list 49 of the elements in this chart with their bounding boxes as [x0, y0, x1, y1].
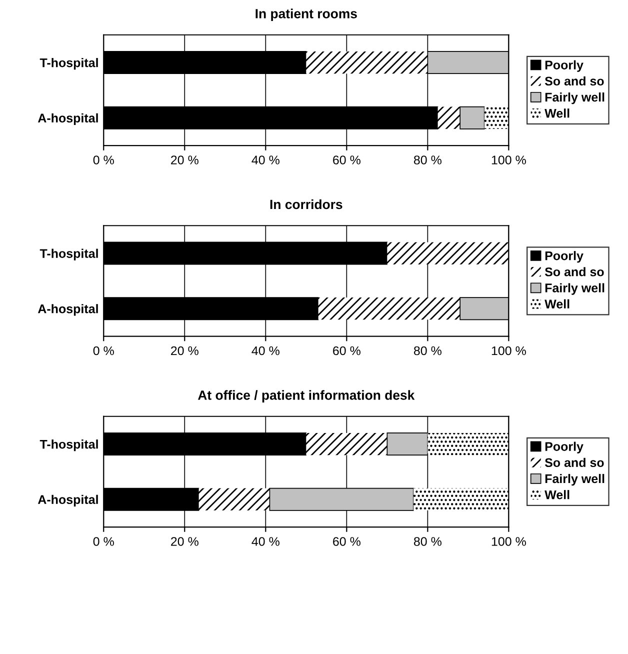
x-tick-label: 40 %: [252, 346, 280, 356]
legend-label: So and so: [544, 76, 604, 86]
bar: [484, 106, 509, 129]
bar: [413, 488, 509, 510]
x-tick-label: 100 %: [492, 537, 526, 546]
x-tick-label: 40 %: [252, 537, 280, 546]
x-tick-label: 0 %: [93, 346, 114, 356]
bar: [306, 432, 388, 456]
legend-label: So and so: [544, 267, 604, 276]
legend-label: Fairly well: [545, 283, 604, 295]
x-tick-label: 80 %: [414, 537, 442, 546]
y-tick-label: T-hospital: [40, 440, 98, 452]
x-tick-label: 60 %: [333, 537, 360, 546]
x-tick-label: 20 %: [171, 346, 198, 356]
bar: [306, 51, 428, 74]
legend-label: Fairly well: [545, 474, 604, 486]
chart-title: In corridors: [270, 199, 342, 210]
y-tick-label: T-hospital: [40, 58, 98, 70]
chart-title: In patient rooms: [256, 8, 357, 21]
legend-label: So and so: [544, 458, 604, 468]
bar: [428, 432, 509, 456]
bar: [318, 298, 460, 320]
bar: [460, 106, 485, 130]
x-tick-label: 80 %: [414, 346, 442, 356]
x-tick-label: 80 %: [414, 156, 442, 164]
y-tick-label: A-hospital: [38, 113, 98, 125]
legend-label: Well: [544, 299, 570, 308]
x-tick-label: 40 %: [252, 156, 280, 164]
x-tick-label: 20 %: [171, 156, 198, 164]
legend-label: Well: [544, 490, 570, 500]
x-tick-label: 20 %: [171, 537, 198, 546]
legend-label: Poorly: [545, 60, 584, 72]
bar: [198, 488, 270, 510]
bar: [387, 242, 509, 264]
legend-label: Well: [544, 108, 570, 118]
x-tick-label: 60 %: [333, 156, 360, 164]
y-tick-label: A-hospital: [38, 304, 98, 316]
x-tick-label: 0 %: [93, 537, 114, 546]
y-tick-label: A-hospital: [38, 494, 98, 506]
text: Poorly: [545, 251, 584, 263]
chart-title: At office / patient information desk: [198, 390, 415, 402]
x-tick-label: 0 %: [93, 156, 114, 164]
y-tick-label: T-hospital: [40, 248, 98, 260]
legend-label: Poorly: [545, 442, 584, 454]
bar: [438, 106, 460, 129]
x-tick-label: 60 %: [333, 346, 360, 356]
x-tick-label: 100 %: [492, 156, 526, 164]
x-tick-label: 100 %: [492, 346, 526, 356]
legend-label: Fairly well: [545, 92, 604, 104]
